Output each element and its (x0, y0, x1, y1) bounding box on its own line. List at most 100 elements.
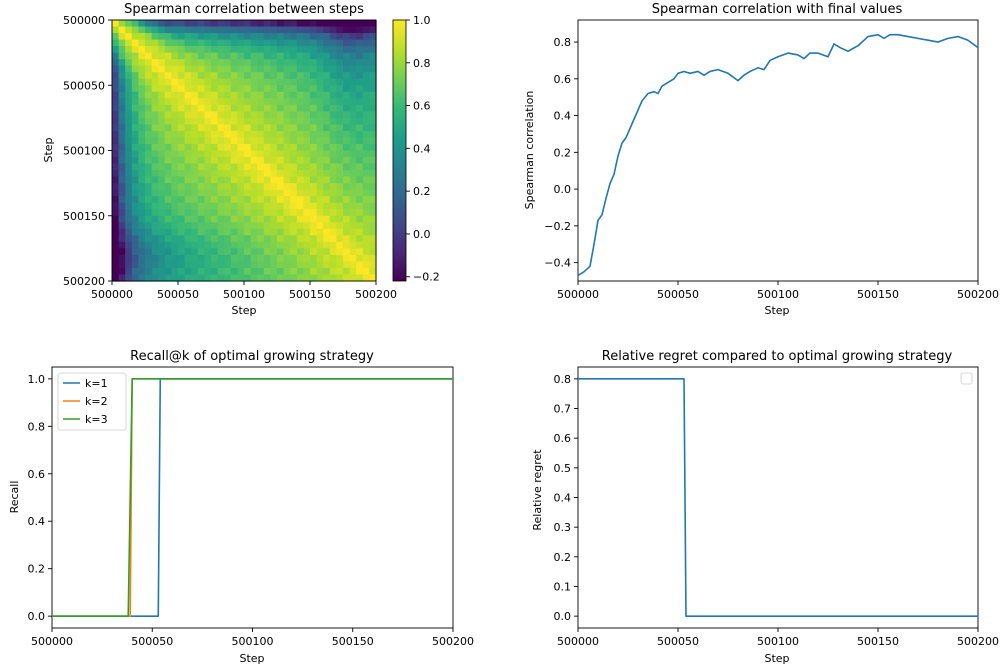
heatmap-cell (290, 143, 298, 152)
heatmap-cell (244, 176, 252, 184)
heatmap-cell (211, 274, 219, 282)
heatmap-cell (125, 98, 133, 106)
heatmap-cell (224, 274, 232, 282)
heatmap-cell (349, 163, 357, 171)
heatmap-cell (164, 52, 172, 60)
heatmap-cell (164, 267, 172, 276)
heatmap-cell (277, 215, 285, 223)
heatmap-cell (204, 111, 212, 119)
heatmap-cell (164, 209, 172, 217)
heatmap-cell (211, 124, 219, 132)
heatmap-cell (343, 183, 351, 191)
heatmap-cell (290, 274, 298, 282)
heatmap-cell (296, 72, 304, 80)
heatmap-cell (138, 261, 146, 269)
heatmap-cell (329, 104, 337, 112)
heatmap-cell (191, 52, 199, 60)
heatmap-cell (296, 183, 304, 191)
heatmap-cell (217, 85, 225, 93)
heatmap-cell (197, 137, 205, 145)
heatmap-cell (171, 176, 179, 184)
heatmap-cell (125, 183, 133, 191)
heatmap-cell (349, 196, 357, 204)
heatmap-cell (118, 59, 126, 67)
heatmap-cell (257, 228, 265, 236)
heatmap-cell (112, 222, 120, 230)
heatmap-cell (283, 241, 291, 249)
heatmap-cell (356, 209, 364, 217)
heatmap-cell (244, 150, 252, 158)
heatmap-cell (369, 274, 377, 282)
heatmap-cell (362, 267, 370, 276)
heatmap-cell (125, 137, 133, 145)
heatmap-cell (362, 176, 370, 184)
heatmap-cell (257, 130, 265, 139)
heatmap-cell (164, 176, 172, 184)
heatmap-cell (296, 150, 304, 158)
heatmap-cell (112, 215, 120, 223)
heatmap-cell (323, 183, 331, 191)
heatmap-cell (296, 52, 304, 60)
heatmap-cell (118, 104, 126, 112)
heatmap-cell (257, 254, 265, 263)
heatmap-cell (158, 26, 166, 34)
heatmap-cell (164, 72, 172, 80)
heatmap-cell (184, 137, 192, 145)
heatmap-cell (349, 170, 357, 178)
heatmap-cell (310, 52, 318, 60)
heatmap-cell (362, 254, 370, 263)
spearman-final-axes-frame (577, 19, 979, 282)
heatmap-cell (211, 228, 219, 236)
heatmap-cell (316, 274, 324, 282)
heatmap-cell (303, 59, 311, 67)
recall-x-tick-label: 500050 (131, 635, 173, 648)
heatmap-cell (197, 104, 205, 112)
recall-y-axis-label: Recall (8, 481, 21, 514)
heatmap-cell (323, 202, 331, 210)
heatmap-cell (112, 104, 120, 112)
heatmap-cell (151, 26, 159, 34)
heatmap-cell (151, 274, 159, 282)
regret-y-tick-label: 0.1 (554, 580, 572, 593)
heatmap-cells (112, 20, 377, 282)
heatmap-cell (164, 124, 172, 132)
heatmap-cell (296, 39, 304, 47)
heatmap-cell (237, 196, 245, 204)
heatmap-cell (356, 235, 364, 243)
heatmap-cell (270, 26, 278, 34)
heatmap-cell (283, 248, 291, 256)
heatmap-cell (125, 170, 133, 178)
heatmap-cell (211, 176, 219, 184)
heatmap-cell (290, 163, 298, 171)
heatmap-cell (283, 143, 291, 152)
heatmap-cell (125, 20, 133, 28)
heatmap-cell (204, 143, 212, 152)
heatmap-cell (263, 130, 271, 139)
heatmap-cell (250, 235, 258, 243)
heatmap-cell (303, 157, 311, 165)
heatmap-cell (131, 39, 139, 47)
heatmap-cell (211, 196, 219, 204)
heatmap-cell (145, 254, 153, 263)
heatmap-cell (369, 26, 377, 34)
heatmap-cell (158, 143, 166, 152)
heatmap-cell (184, 176, 192, 184)
heatmap-cell (323, 33, 331, 41)
heatmap-cell (138, 170, 146, 178)
heatmap-cell (263, 104, 271, 112)
heatmap-cell (138, 104, 146, 112)
heatmap-cell (283, 183, 291, 191)
recall-y-tick-label: 0.8 (28, 420, 46, 433)
heatmap-cell (349, 176, 357, 184)
heatmap-cell (125, 46, 133, 54)
heatmap-cell (211, 143, 219, 152)
heatmap-cell (329, 111, 337, 119)
heatmap-cell (270, 274, 278, 282)
heatmap-cell (277, 163, 285, 171)
heatmap-cell (171, 20, 179, 28)
heatmap-cell (164, 215, 172, 223)
heatmap-cell (131, 196, 139, 204)
heatmap-cell (270, 261, 278, 269)
heatmap-cell (303, 72, 311, 80)
heatmap-cell (369, 39, 377, 47)
